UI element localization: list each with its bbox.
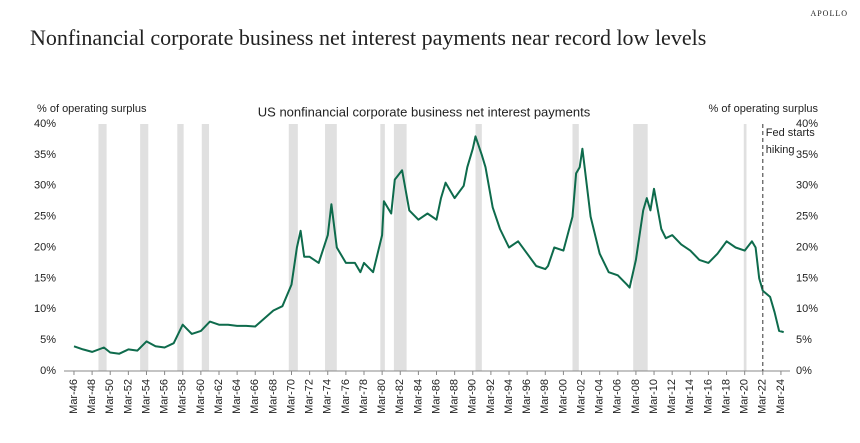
x-tick-label: Mar-46 [68,379,80,414]
x-tick-label: Mar-88 [449,379,461,414]
y2-tick-label: 10% [796,303,818,315]
x-tick-label: Mar-04 [594,379,606,414]
y-tick-label: 15% [34,272,56,284]
y-tick-label: 10% [34,303,56,315]
x-tick-label: Mar-84 [412,379,424,414]
x-tick-label: Mar-22 [757,379,769,414]
x-tick-label: Mar-56 [159,379,171,414]
chart-subtitle: US nonfinancial corporate business net i… [258,104,591,119]
x-tick-label: Mar-18 [720,379,732,414]
y-tick-label: 40% [34,118,56,130]
recession-band [743,124,747,371]
x-tick-label: Mar-20 [739,379,751,414]
y2-tick-label: 35% [796,149,818,161]
y2-tick-label: 20% [796,241,818,253]
x-tick-label: Mar-78 [358,379,370,414]
x-tick-label: Mar-48 [86,379,98,414]
x-tick-label: Mar-08 [630,379,642,414]
x-tick-label: Mar-62 [213,379,225,414]
x-tick-label: Mar-54 [140,379,152,414]
x-tick-label: Mar-96 [521,379,533,414]
x-tick-label: Mar-12 [666,379,678,414]
y-tick-label: 5% [40,334,56,346]
x-tick-label: Mar-00 [557,379,569,414]
x-tick-label: Mar-86 [430,379,442,414]
recession-band [393,124,407,371]
y2-tick-label: 40% [796,118,818,130]
recession-band [572,124,579,371]
recession-band [325,124,337,371]
x-tick-label: Mar-80 [376,379,388,414]
x-tick-label: Mar-64 [231,379,243,414]
recession-band [177,124,184,371]
y-tick-label: 30% [34,180,56,192]
x-tick-label: Mar-74 [322,379,334,414]
y2-tick-label: 15% [796,272,818,284]
x-tick-label: Mar-66 [249,379,261,414]
recession-band [380,124,385,371]
y2-axis-label: % of operating surplus [709,103,819,115]
x-tick-label: Mar-82 [394,379,406,414]
x-tick-label: Mar-92 [485,379,497,414]
chart-title: Nonfinancial corporate business net inte… [30,25,706,50]
x-tick-label: Mar-16 [702,379,714,414]
x-tick-label: Mar-90 [467,379,479,414]
recession-band [140,124,149,371]
y-tick-label: 35% [34,149,56,161]
x-tick-label: Mar-68 [267,379,279,414]
x-tick-label: Mar-14 [684,379,696,414]
x-tick-label: Mar-98 [539,379,551,414]
y2-tick-label: 25% [796,211,818,223]
x-tick-label: Mar-24 [775,379,787,414]
y-tick-label: 25% [34,211,56,223]
recession-band [201,124,210,371]
x-tick-label: Mar-06 [612,379,624,414]
data-line [73,135,784,355]
x-tick-label: Mar-52 [122,379,134,414]
x-tick-label: Mar-76 [340,379,352,414]
y-axis-label: % of operating surplus [37,103,147,115]
y-tick-label: 0% [40,365,56,377]
recession-band [288,124,298,371]
recession-band [98,124,107,371]
x-tick-label: Mar-58 [177,379,189,414]
x-tick-label: Mar-60 [195,379,207,414]
x-tick-label: Mar-94 [503,379,515,414]
x-tick-label: Mar-72 [304,379,316,414]
x-tick-label: Mar-02 [575,379,587,414]
y2-tick-label: 30% [796,180,818,192]
x-tick-label: Mar-50 [104,379,116,414]
y-tick-label: 20% [34,241,56,253]
recession-band [475,124,482,371]
recession-band [633,124,648,371]
y2-tick-label: 0% [796,365,812,377]
x-tick-label: Mar-70 [285,379,297,414]
x-tick-label: Mar-10 [648,379,660,414]
brand: APOLLO [810,9,848,18]
annotation-text: Fed starts [766,127,815,139]
y2-tick-label: 5% [796,334,812,346]
annotation-text: hiking [766,144,795,156]
